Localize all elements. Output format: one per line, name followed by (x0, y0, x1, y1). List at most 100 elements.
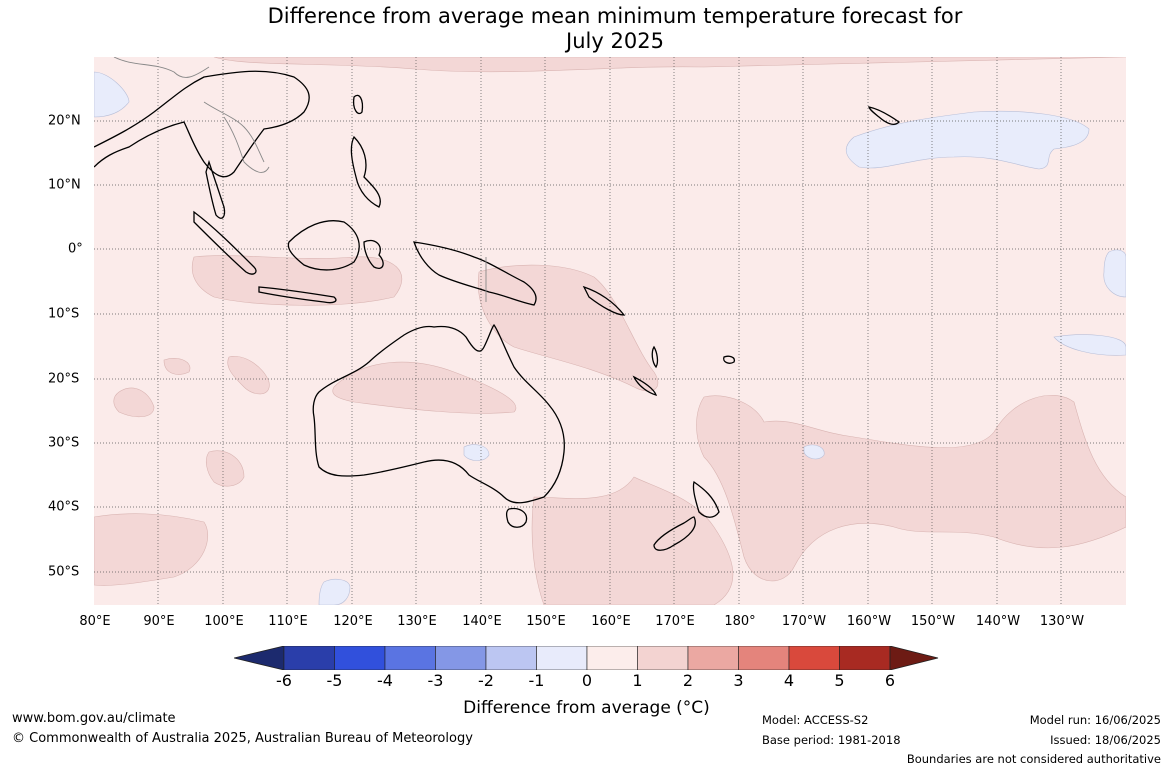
warm-area-indian-ocean-3 (113, 387, 155, 417)
taiwan-coast (352, 94, 364, 115)
colorbar-cell (283, 646, 335, 670)
lon-tick-150w: 150°W (910, 614, 956, 629)
lon-tick-110e: 110°E (268, 614, 308, 629)
cool-area-north-pacific (846, 110, 1090, 170)
footer-copyright: © Commonwealth of Australia 2025, Austra… (12, 731, 473, 746)
cool-area-south-australia (463, 444, 490, 461)
lat-tick-equator: 0° (68, 241, 83, 257)
colorbar-cell (687, 646, 739, 670)
new-caledonia (632, 375, 658, 396)
forecast-map (94, 57, 1126, 605)
cool-anomaly-areas (94, 71, 1126, 605)
colorbar-tick-label: 6 (884, 671, 896, 690)
sulawesi-coast (363, 239, 384, 269)
colorbar-tick-label: -1 (528, 671, 545, 690)
graticule (94, 57, 1126, 605)
colorbar-tick-label: 0 (581, 671, 593, 690)
lon-tick-140e: 140°E (462, 614, 502, 629)
colorbar-cell (384, 646, 436, 670)
warm-area-java-sea (191, 255, 403, 306)
lon-tick-160w: 160°W (846, 614, 892, 629)
colorbar-label: Difference from average (°C) (463, 698, 710, 718)
warm-area-south-indian (205, 450, 245, 487)
solomon-islands (582, 285, 626, 316)
colorbar-tick-label: 3 (733, 671, 744, 690)
colorbar-tick-label: -5 (326, 671, 343, 690)
hawaii (868, 106, 901, 125)
colorbar-cell (435, 646, 487, 670)
warm-area-north-pacific (213, 57, 1126, 73)
colorbar-tick-label: -2 (478, 671, 494, 690)
lat-tick-50s: 50°S (48, 564, 80, 580)
sumatra-coast (193, 210, 257, 275)
warm-area-tasman (531, 476, 734, 605)
footer-model-run: Model run: 16/06/2025 (1029, 713, 1161, 727)
footer-disclaimer: Boundaries are not considered authoritat… (906, 752, 1161, 766)
lon-tick-140w: 140°W (975, 614, 1021, 629)
colorbar-cell (839, 646, 891, 670)
lon-tick-160e: 160°E (591, 614, 631, 629)
lon-tick-150e: 150°E (526, 614, 566, 629)
colorbar-cell (485, 646, 537, 670)
colorbar-cell (536, 646, 588, 670)
lon-tick-180: 180° (724, 614, 756, 629)
cool-area-far-east-1 (1103, 249, 1126, 298)
lat-tick-10n: 10°N (48, 177, 81, 193)
new-guinea-coast (413, 241, 537, 306)
new-zealand-north (692, 480, 720, 518)
coastlines (94, 70, 901, 551)
lon-tick-120e: 120°E (333, 614, 373, 629)
colorbar-tick-label: 4 (783, 671, 795, 690)
lon-tick-80e: 80°E (79, 614, 111, 629)
philippines-coast (350, 135, 381, 208)
malay-peninsula (205, 159, 226, 219)
colorbar-tick-label: -4 (377, 671, 393, 690)
warm-area-coral-sea (477, 264, 659, 392)
cool-area-far-east-2 (1053, 334, 1126, 356)
lon-tick-130e: 130°E (397, 614, 437, 629)
footer-website: www.bom.gov.au/climate (12, 711, 176, 726)
cool-area-southern-ocean (318, 578, 351, 605)
australia-coast (312, 323, 565, 504)
colorbar-cell (738, 646, 790, 670)
warm-area-south-pacific (696, 395, 1126, 582)
colorbar-tick-label: -3 (427, 671, 444, 690)
footer-issued: Issued: 18/06/2025 (1050, 733, 1161, 747)
country-borders (113, 57, 487, 302)
footer-model: Model: ACCESS-S2 (762, 713, 869, 727)
fiji (723, 355, 735, 364)
vanuatu (651, 345, 659, 369)
colorbar-cell (637, 646, 689, 670)
warm-area-indian-ocean-2 (227, 356, 270, 395)
warm-anomaly-areas (94, 57, 1126, 605)
lat-tick-10s: 10°S (48, 306, 80, 322)
title-line-2: July 2025 (566, 29, 664, 53)
tasmania-coast (505, 507, 528, 528)
java-coast (258, 286, 337, 304)
footer-base-period: Base period: 1981-2018 (762, 733, 901, 747)
colorbar-cell (334, 646, 386, 670)
warm-area-indian-ocean-1 (163, 358, 191, 375)
colorbar-extend-high (889, 646, 939, 670)
colorbar-extend-low (234, 646, 285, 670)
title-line-1: Difference from average mean minimum tem… (267, 4, 963, 28)
warm-area-southern-ocean (94, 513, 208, 586)
lon-tick-130w: 130°W (1039, 614, 1085, 629)
cool-area-south-pacific (803, 444, 825, 460)
colorbar-tick-label: 1 (632, 671, 643, 690)
lat-tick-30s: 30°S (48, 435, 80, 451)
asia-mainland-coast (94, 70, 310, 178)
lat-tick-20n: 20°N (48, 113, 81, 129)
colorbar (234, 646, 939, 670)
new-zealand-south (653, 516, 696, 551)
lat-tick-40s: 40°S (48, 499, 80, 515)
borneo-coast (287, 220, 360, 271)
lon-tick-90e: 90°E (143, 614, 175, 629)
colorbar-cell (788, 646, 840, 670)
warm-area-australia-west (332, 361, 517, 414)
lon-tick-170e: 170°E (655, 614, 695, 629)
lon-tick-100e: 100°E (204, 614, 244, 629)
colorbar-cells (234, 646, 939, 670)
lon-tick-170w: 170°W (781, 614, 827, 629)
colorbar-tick-label: 5 (834, 671, 845, 690)
